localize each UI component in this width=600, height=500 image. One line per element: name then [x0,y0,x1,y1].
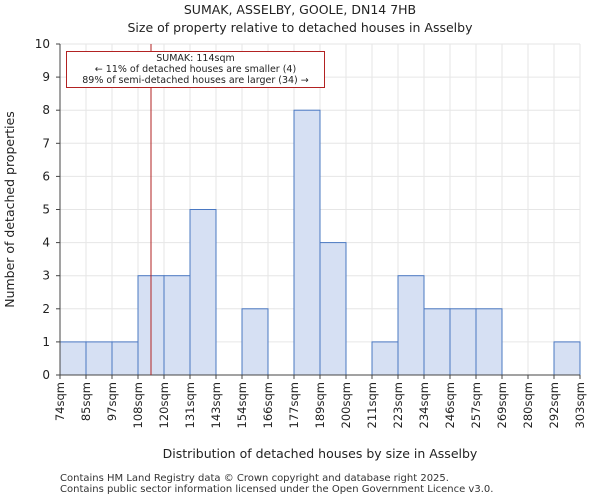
x-tick-label: 131sqm [183,382,197,428]
histogram-bar [475,308,503,376]
footer-line-1: Contains HM Land Registry data © Crown c… [60,473,449,484]
histogram-bar [189,209,217,376]
x-tick-label: 269sqm [495,382,509,428]
x-tick-label: 292sqm [547,382,561,428]
histogram-bar [163,275,191,376]
histogram-bar [111,341,139,376]
x-tick-label: 211sqm [365,382,379,428]
annotation-line-1: SUMAK: 114sqm [156,53,235,64]
histogram-bar [319,242,347,376]
y-tick-label: 10 [35,37,50,51]
annotation-line-2: ← 11% of detached houses are smaller (4) [94,64,297,75]
x-tick-label: 223sqm [391,382,405,428]
histogram-bar [371,341,399,376]
y-tick-label: 0 [42,368,50,382]
x-tick-label: 257sqm [469,382,483,428]
x-tick-label: 280sqm [521,382,535,428]
histogram-bar [397,275,425,376]
y-tick-label: 1 [42,335,50,349]
property-annotation-box: SUMAK: 114sqm ← 11% of detached houses a… [66,51,325,88]
y-tick-label: 2 [42,302,50,316]
histogram-bar [449,308,477,376]
x-tick-label: 120sqm [157,382,171,428]
y-tick-label: 7 [42,136,50,150]
x-tick-label: 303sqm [573,382,587,428]
chart-subtitle: Size of property relative to detached ho… [127,20,473,35]
x-tick-label: 234sqm [417,382,431,428]
x-tick-label: 74sqm [53,382,67,421]
x-tick-label: 85sqm [79,382,93,421]
footer-line-2: Contains public sector information licen… [60,484,494,495]
x-tick-label: 154sqm [235,382,249,428]
x-tick-label: 143sqm [209,382,223,428]
y-tick-label: 6 [42,169,50,183]
x-tick-label: 189sqm [313,382,327,428]
x-tick-label: 200sqm [339,382,353,428]
y-tick-label: 5 [42,203,50,217]
y-tick-label: 8 [42,103,50,117]
histogram-bar [293,109,321,376]
histogram-bar [241,308,269,376]
x-axis-title: Distribution of detached houses by size … [163,446,478,461]
x-tick-label: 108sqm [131,382,145,428]
y-tick-label: 4 [42,236,50,250]
histogram-bar [553,341,581,376]
x-tick-label: 166sqm [261,382,275,428]
x-tick-label: 246sqm [443,382,457,428]
y-tick-label: 9 [42,70,50,84]
chart-title: SUMAK, ASSELBY, GOOLE, DN14 7HB [183,2,417,17]
y-tick-label: 3 [42,269,50,283]
histogram-bar [59,341,87,376]
annotation-line-3: 89% of semi-detached houses are larger (… [82,75,309,86]
x-tick-label: 97sqm [105,382,119,421]
histogram-bar [423,308,451,376]
x-tick-label: 177sqm [287,382,301,428]
histogram-bar [85,341,113,376]
y-axis-title: Number of detached properties [2,111,17,308]
